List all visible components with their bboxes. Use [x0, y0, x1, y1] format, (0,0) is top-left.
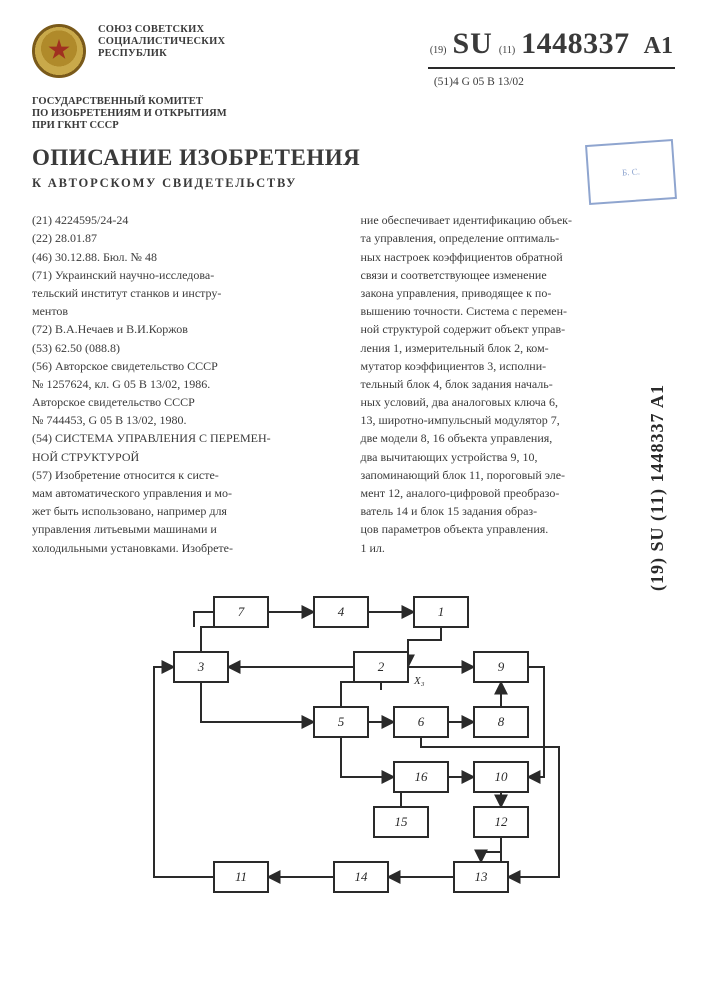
diagram-node-label: 6: [417, 714, 424, 729]
diagram-node-label: 10: [494, 769, 508, 784]
diagram-node-label: 5: [337, 714, 344, 729]
ussr-emblem-icon: [32, 24, 86, 78]
margin-code: (19) SU (11) 1448337 A1: [645, 384, 669, 591]
field-54: НОЙ СТРУКТУРОЙ: [32, 449, 347, 465]
field-57: жет быть использовано, например для: [32, 503, 347, 519]
abstract-line: закона управления, приводящее к по-: [361, 285, 676, 301]
abstract-line: ватель 14 и блок 15 задания образ-: [361, 503, 676, 519]
diagram-edge: [481, 852, 501, 862]
diagram-node-label: 15: [394, 814, 408, 829]
diagram-node-label: 16: [414, 769, 428, 784]
diagram-edge: [401, 792, 421, 807]
stamp-text: Б. С.: [622, 166, 641, 179]
abstract-line: 13, широтно-импульсный модулятор 7,: [361, 412, 676, 428]
flowchart-svg: 74132956816101512111413 X₃: [94, 572, 614, 902]
field-57: управления литьевыми машинами и: [32, 521, 347, 537]
diagram-edge: [194, 612, 214, 627]
diagram-node-label: 9: [497, 659, 504, 674]
field-57: (57) Изобретение относится к систе-: [32, 467, 347, 483]
field-53: (53) 62.50 (088.8): [32, 340, 347, 356]
right-column: ние обеспечивает идентификацию объек- та…: [361, 212, 676, 558]
abstract-line: запоминающий блок 11, пороговый эле-: [361, 467, 676, 483]
country-code: SU: [453, 24, 493, 65]
field-71: ментов: [32, 303, 347, 319]
field-54: (54) СИСТЕМА УПРАВЛЕНИЯ С ПЕРЕМЕН-: [32, 430, 347, 446]
kind-code: A1: [644, 30, 673, 62]
abstract-line: два вычитающих устройства 9, 10,: [361, 449, 676, 465]
abstract-line: та управления, определение оптималь-: [361, 230, 676, 246]
union-line: СОЦИАЛИСТИЧЕСКИХ: [98, 36, 225, 48]
field-46: (46) 30.12.88. Бюл. № 48: [32, 249, 347, 265]
diagram-node-label: 12: [494, 814, 508, 829]
field-21: (21) 4224595/24-24: [32, 212, 347, 228]
committee-line: ПО ИЗОБРЕТЕНИЯМ И ОТКРЫТИЯМ: [32, 108, 675, 120]
field-11: (11): [499, 44, 515, 58]
publication-code: (19) SU (11) 1448337 A1 (51)4 G 05 B 13/…: [428, 24, 675, 90]
abstract-line: 1 ил.: [361, 540, 676, 556]
diagram-edge: [341, 737, 394, 777]
diagram-node-label: 7: [237, 604, 244, 619]
field-56: № 744453, G 05 B 13/02, 1980.: [32, 412, 347, 428]
diagram-node-label: 14: [354, 869, 368, 884]
diagram-edge: [201, 612, 214, 652]
abstract-line: ных условий, два аналоговых ключа 6,: [361, 394, 676, 410]
diagram-edge: [528, 667, 544, 777]
abstract-line: ние обеспечивает идентификацию объек-: [361, 212, 676, 228]
diagram-node-label: 13: [474, 869, 488, 884]
field-56: (56) Авторское свидетельство СССР: [32, 358, 347, 374]
committee-line: ГОСУДАРСТВЕННЫЙ КОМИТЕТ: [32, 96, 675, 108]
field-71: (71) Украинский научно-исследова-: [32, 267, 347, 283]
diagram-node-label: 4: [337, 604, 344, 619]
abstract-line: цов параметров объекта управления.: [361, 521, 676, 537]
title-row: ОПИСАНИЕ ИЗОБРЕТЕНИЯ К АВТОРСКОМУ СВИДЕТ…: [32, 142, 675, 202]
library-stamp-icon: Б. С.: [585, 139, 677, 205]
field-22: (22) 28.01.87: [32, 230, 347, 246]
document-number: 1448337: [521, 24, 630, 65]
union-line: СОЮЗ СОВЕТСКИХ: [98, 24, 225, 36]
abstract-line: вышению точности. Система с перемен-: [361, 303, 676, 319]
abstract-line: мутатор коэффициентов 3, исполни-: [361, 358, 676, 374]
field-57: мам автоматического управления и мо-: [32, 485, 347, 501]
page-subtitle: К АВТОРСКОМУ СВИДЕТЕЛЬСТВУ: [32, 175, 577, 192]
field-71: тельский институт станков и инстру-: [32, 285, 347, 301]
union-name: СОЮЗ СОВЕТСКИХ СОЦИАЛИСТИЧЕСКИХ РЕСПУБЛИ…: [98, 24, 225, 60]
abstract-line: ных настроек коэффициентов обратной: [361, 249, 676, 265]
abstract-line: мент 12, аналого-цифровой преобразо-: [361, 485, 676, 501]
ipc-class: (51)4 G 05 B 13/02: [428, 75, 675, 91]
diagram-edge: [408, 627, 441, 667]
diagram-node-label: 1: [437, 604, 444, 619]
abstract-line: ления 1, измерительный блок 2, ком-: [361, 340, 676, 356]
diagram-node-label: 2: [377, 659, 384, 674]
abstract-line: ной структурой содержит объект управ-: [361, 321, 676, 337]
committee-line: ПРИ ГКНТ СССР: [32, 120, 675, 132]
body-columns: (21) 4224595/24-24 (22) 28.01.87 (46) 30…: [32, 212, 675, 558]
abstract-line: две модели 8, 16 объекта управления,: [361, 430, 676, 446]
signal-label-x3: X₃: [413, 675, 425, 687]
left-column: (21) 4224595/24-24 (22) 28.01.87 (46) 30…: [32, 212, 347, 558]
field-72: (72) В.А.Нечаев и В.И.Коржов: [32, 321, 347, 337]
committee-name: ГОСУДАРСТВЕННЫЙ КОМИТЕТ ПО ИЗОБРЕТЕНИЯМ …: [32, 96, 675, 132]
field-56: № 1257624, кл. G 05 B 13/02, 1986.: [32, 376, 347, 392]
diagram-node-label: 8: [497, 714, 504, 729]
header-row: СОЮЗ СОВЕТСКИХ СОЦИАЛИСТИЧЕСКИХ РЕСПУБЛИ…: [32, 24, 675, 90]
abstract-line: тельный блок 4, блок задания началь-: [361, 376, 676, 392]
page-title: ОПИСАНИЕ ИЗОБРЕТЕНИЯ: [32, 142, 577, 173]
field-57: холодильными установками. Изобрете-: [32, 540, 347, 556]
diagram-edge: [201, 682, 314, 722]
field-19: (19): [430, 44, 447, 58]
block-diagram: 74132956816101512111413 X₃: [32, 572, 675, 902]
union-line: РЕСПУБЛИК: [98, 48, 225, 60]
diagram-node-label: 11: [234, 869, 246, 884]
diagram-edge: [341, 667, 354, 707]
diagram-edge: [154, 667, 214, 877]
abstract-line: связи и соответствующее изменение: [361, 267, 676, 283]
field-56: Авторское свидетельство СССР: [32, 394, 347, 410]
diagram-node-label: 3: [196, 659, 204, 674]
